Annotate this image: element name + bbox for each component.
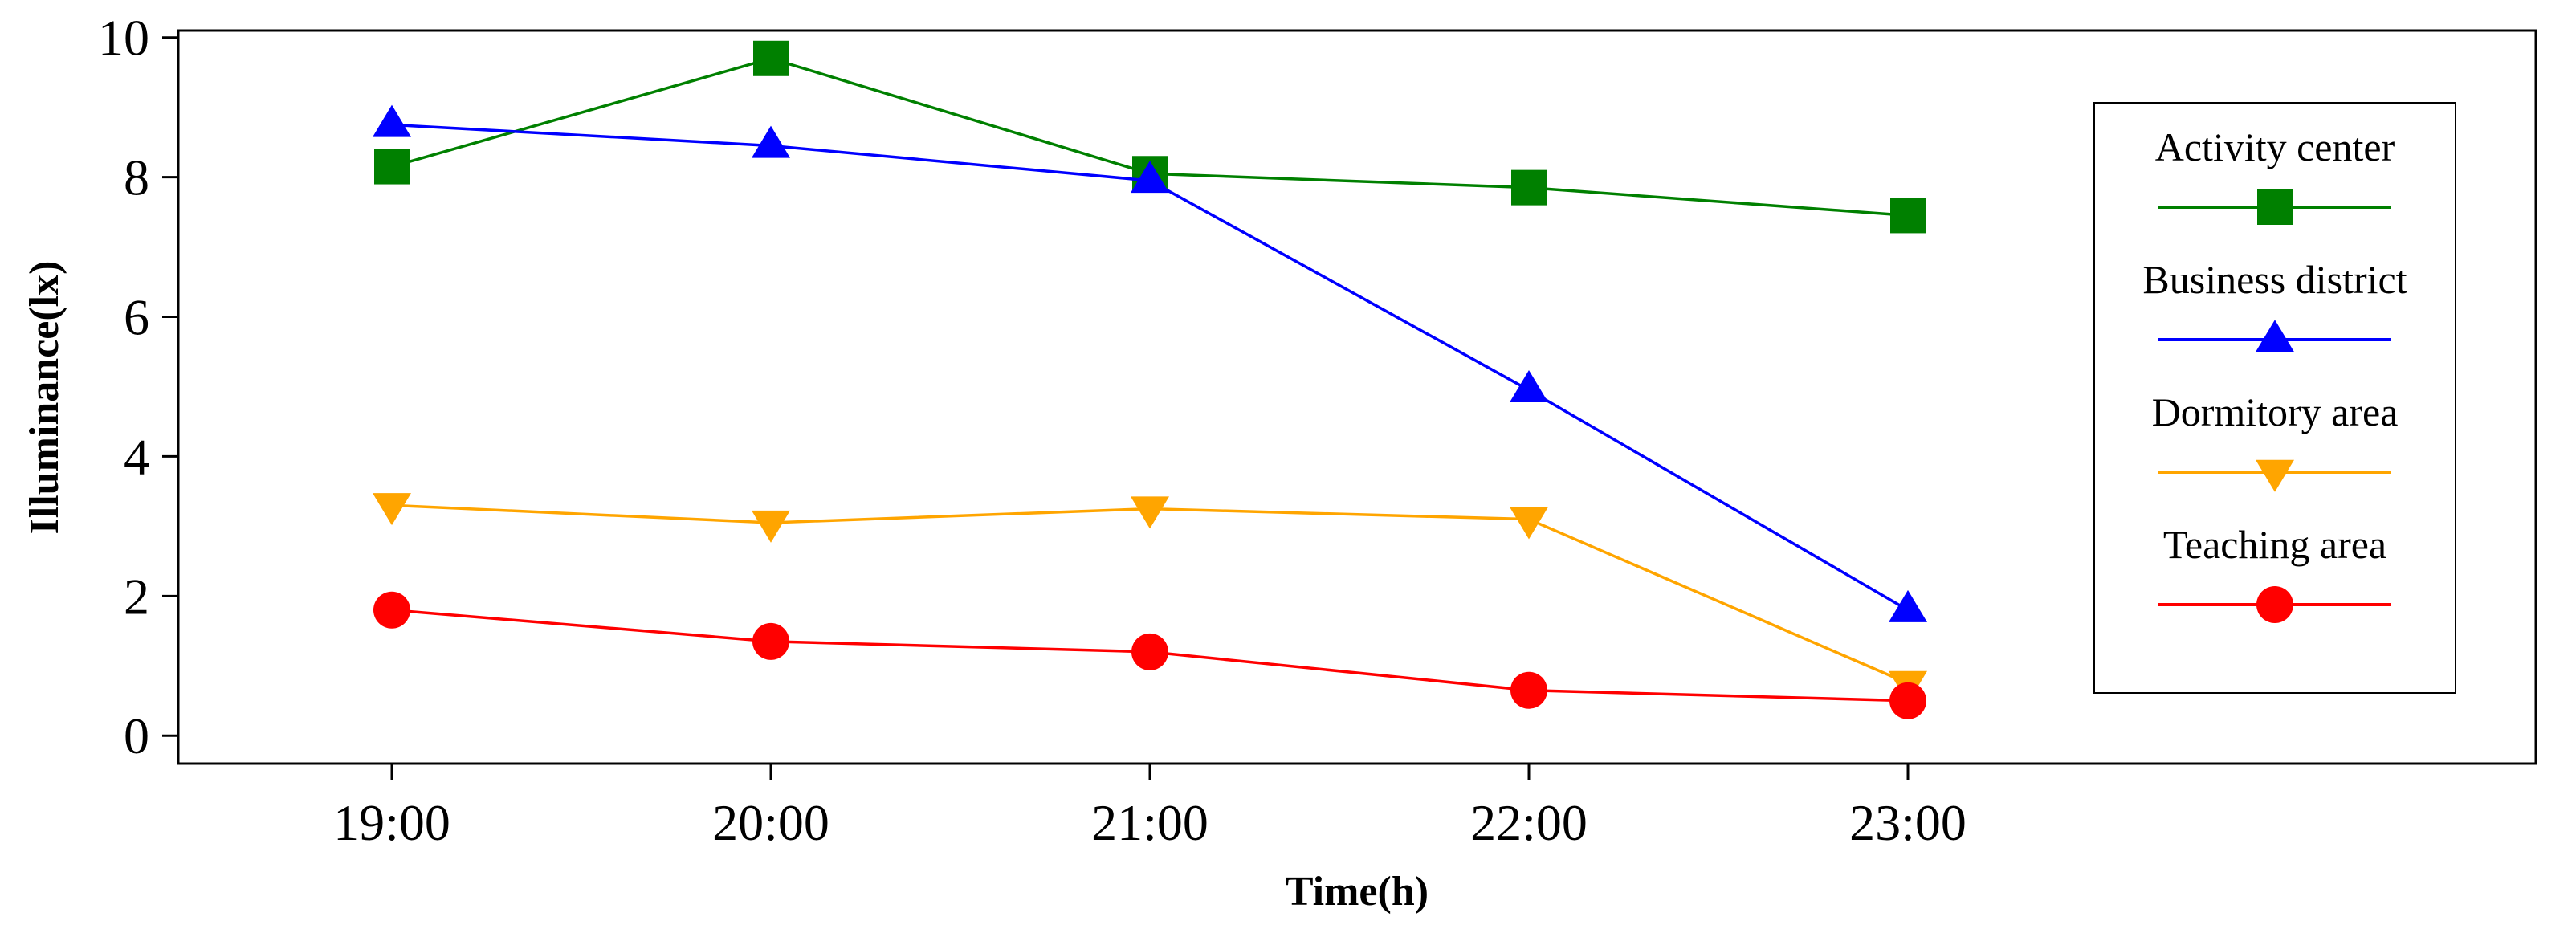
x-tick-label: 23:00	[1849, 794, 1967, 851]
data-point-activity-center	[1890, 198, 1926, 234]
y-tick-label: 2	[124, 568, 149, 625]
x-tick-label: 22:00	[1470, 794, 1588, 851]
y-tick-label: 4	[124, 428, 149, 485]
data-point-teaching-area	[1131, 633, 1168, 670]
legend-marker-teaching-area	[2256, 586, 2293, 623]
data-point-dormitory-area	[373, 493, 411, 526]
data-point-dormitory-area	[1131, 496, 1169, 529]
data-point-activity-center	[753, 40, 789, 76]
legend-label-activity-center: Activity center	[2155, 124, 2395, 169]
y-tick-label: 10	[98, 10, 149, 67]
y-axis: 0 2 4 6 8 10	[98, 10, 178, 764]
data-point-dormitory-area	[1510, 507, 1548, 540]
series-business-district	[373, 104, 1927, 622]
legend: Activity center Business district Dormitor…	[2093, 102, 2456, 694]
data-point-business-district	[1131, 161, 1169, 194]
data-point-business-district	[1889, 589, 1927, 622]
data-point-dormitory-area	[752, 510, 790, 543]
legend-label-dormitory-area: Dormitory area	[2152, 389, 2399, 434]
series-dormitory-area	[373, 493, 1927, 703]
data-point-teaching-area	[373, 591, 410, 629]
x-tick-label: 21:00	[1091, 794, 1209, 851]
y-tick-label: 6	[124, 289, 149, 346]
legend-marker-activity-center	[2257, 189, 2293, 225]
x-axis: 19:00 20:00 21:00 22:00 23:00	[333, 764, 1967, 851]
data-point-activity-center	[1511, 169, 1547, 206]
legend-label-business-district: Business district	[2142, 257, 2407, 302]
x-axis-title: Time(h)	[1286, 869, 1429, 915]
data-point-business-district	[1510, 370, 1548, 403]
data-point-teaching-area	[1510, 671, 1547, 709]
x-tick-label: 20:00	[712, 794, 829, 851]
data-point-business-district	[752, 125, 790, 158]
y-tick-label: 0	[124, 707, 149, 764]
data-point-teaching-area	[1889, 682, 1926, 719]
series-layer	[373, 40, 1927, 719]
plot-frame	[177, 29, 2537, 765]
series-teaching-area	[373, 591, 1926, 719]
x-tick-label: 19:00	[333, 794, 450, 851]
legend-label-teaching-area: Teaching area	[2163, 522, 2386, 567]
y-axis-title: Illuminance(lx)	[22, 261, 67, 535]
data-point-business-district	[373, 104, 411, 137]
legend-marker-business-district	[2256, 320, 2294, 352]
data-point-teaching-area	[752, 622, 789, 660]
y-tick-label: 8	[124, 149, 149, 206]
data-point-activity-center	[374, 149, 410, 185]
legend-marker-dormitory-area	[2256, 459, 2294, 492]
